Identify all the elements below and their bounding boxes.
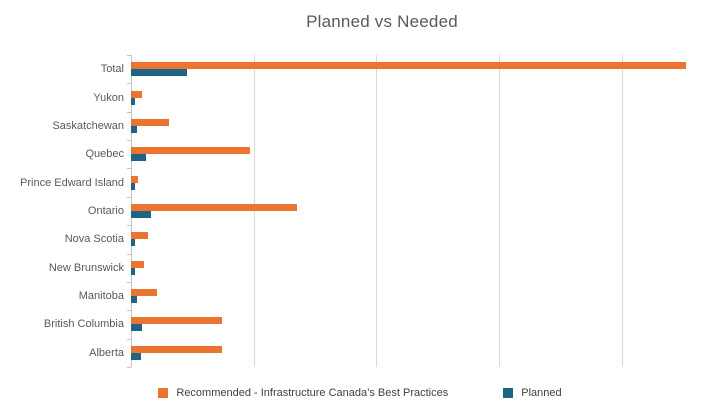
legend: Recommended - Infrastructure Canada’s Be… — [0, 387, 720, 399]
y-axis-tick — [127, 111, 131, 113]
bar-planned — [131, 182, 135, 190]
bar-recommended — [131, 260, 145, 268]
x-gridline — [376, 55, 378, 367]
bar-recommended — [131, 175, 139, 183]
legend-label-planned: Planned — [521, 387, 562, 399]
legend-label-recommended: Recommended - Infrastructure Canada’s Be… — [176, 387, 449, 399]
category-label: Ontario — [87, 205, 124, 217]
x-gridline — [499, 55, 501, 367]
category-label: New Brunswick — [48, 261, 124, 274]
y-axis-tick — [127, 310, 131, 312]
bar-recommended — [131, 317, 222, 325]
legend-swatch-recommended-icon — [158, 388, 169, 398]
y-axis-tick — [127, 55, 131, 56]
bar-recommended — [131, 118, 170, 126]
bar-recommended — [131, 204, 297, 211]
legend-item-recommended: Recommended - Infrastructure Canada’s Be… — [158, 387, 448, 399]
y-axis-tick — [127, 281, 131, 283]
y-axis-tick — [127, 253, 131, 255]
category-label: Prince Edward Island — [20, 176, 124, 189]
category-label: Yukon — [93, 91, 124, 104]
bar-recommended — [131, 147, 251, 155]
y-axis-tick — [127, 140, 131, 142]
bar-planned — [131, 125, 138, 133]
category-label: Saskatchewan — [52, 119, 124, 132]
category-label: Alberta — [89, 346, 124, 359]
bar-planned — [131, 352, 141, 360]
bar-recommended — [131, 232, 149, 240]
category-label: Nova Scotia — [64, 233, 124, 246]
bar-planned — [131, 97, 135, 105]
chart-title: Planned vs Needed — [306, 12, 458, 31]
bar-recommended — [131, 90, 143, 98]
bar-recommended — [131, 345, 222, 353]
y-axis-tick — [127, 225, 131, 227]
category-label: British Columbia — [43, 318, 124, 331]
bar-planned — [131, 69, 188, 77]
legend-item-planned: Planned — [503, 387, 562, 399]
category-label: Quebec — [85, 148, 124, 161]
bar-recommended — [131, 289, 157, 297]
y-axis-tick — [127, 367, 131, 368]
y-axis-tick — [127, 338, 131, 340]
category-label: Manitoba — [78, 290, 124, 303]
bar-planned — [131, 239, 135, 247]
bar-planned — [131, 154, 146, 162]
bar-planned — [131, 211, 151, 218]
x-gridline — [621, 55, 623, 367]
category-label: Total — [100, 63, 124, 76]
y-axis-tick — [127, 168, 131, 170]
bar-recommended — [131, 62, 686, 70]
bar-planned — [131, 324, 143, 332]
bar-planned — [131, 296, 138, 304]
legend-swatch-planned-icon — [503, 388, 514, 398]
bar-planned — [131, 267, 135, 275]
y-axis-tick — [127, 196, 131, 198]
y-axis-tick — [127, 83, 131, 85]
x-gridline — [253, 55, 255, 367]
